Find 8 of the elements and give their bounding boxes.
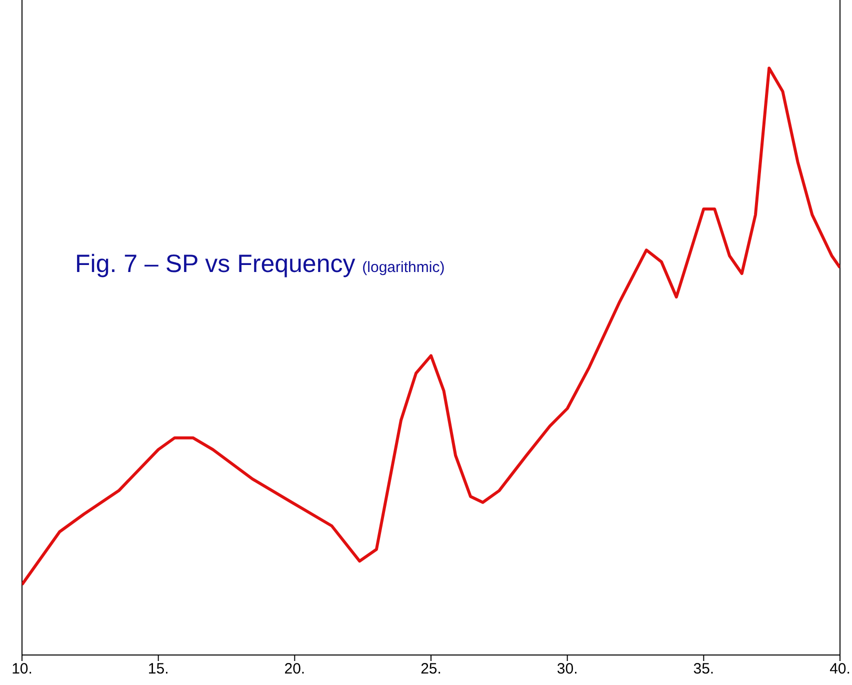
text: Fig. 7 – SP vs Frequency (logarithmic) <box>75 250 445 278</box>
x-tick-label: 10. <box>12 660 32 678</box>
x-tick-label: 15. <box>148 660 169 678</box>
x-tick-label: 35. <box>693 660 714 678</box>
x-tick-label: 25. <box>420 660 442 678</box>
x-tick-label: 40. <box>830 660 850 678</box>
x-tick-label: 30. <box>556 660 578 678</box>
x-tick-label: 20. <box>284 660 306 678</box>
